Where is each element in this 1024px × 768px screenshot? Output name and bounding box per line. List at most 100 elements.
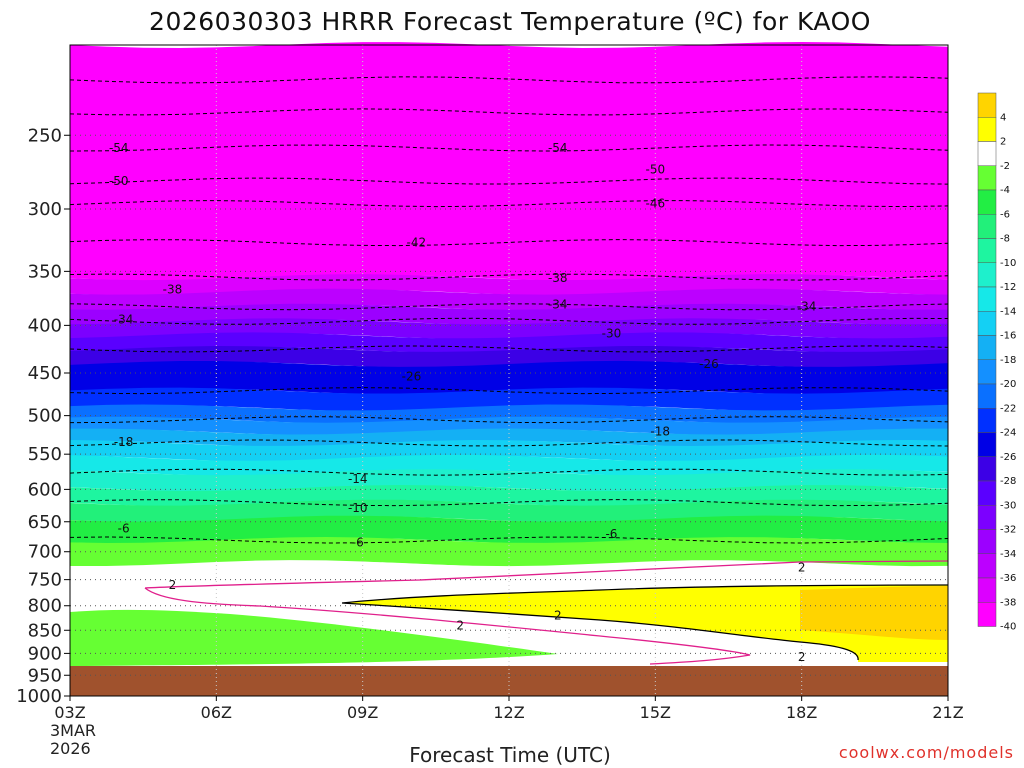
contour-label-group: -34 <box>114 312 134 326</box>
colorbar-swatch <box>977 214 997 239</box>
y-tick-label: 500 <box>28 406 62 427</box>
band--2 <box>70 560 948 589</box>
colorbar-swatch <box>977 480 997 506</box>
colorbar-tick-label: -38 <box>1000 597 1016 608</box>
y-tick-label: 750 <box>28 570 62 591</box>
contour-label: -34 <box>548 298 568 312</box>
contour-label: 2 <box>456 618 464 632</box>
isotherm-contours <box>69 76 949 665</box>
colorbar-tick-label: -26 <box>1000 452 1016 463</box>
contour-label-group: -14 <box>348 472 368 486</box>
contour-label-group: -10 <box>348 501 368 515</box>
colorbar-swatch <box>977 432 997 457</box>
contour-label: -34 <box>797 300 817 314</box>
y-tick-label: 450 <box>28 363 62 384</box>
y-tick-label: 600 <box>28 479 62 500</box>
contour-label: -10 <box>348 501 368 515</box>
y-tick-label: 400 <box>28 315 62 336</box>
contour-label: -50 <box>646 162 666 176</box>
contour-label-group: 2 <box>798 561 806 575</box>
contour-label-group: -54 <box>548 141 568 155</box>
contour-label: 2 <box>798 650 806 664</box>
contour-label: -54 <box>548 141 568 155</box>
isotherm-dashed-2 <box>69 144 949 152</box>
colorbar-tick-label: -30 <box>1000 500 1016 511</box>
colorbar-tick-label: -34 <box>1000 549 1016 560</box>
colorbar-tick-label: -2 <box>1000 161 1010 172</box>
colorbar-tick-label: -40 <box>1000 622 1016 633</box>
colorbar-swatch <box>977 335 997 360</box>
credit-text: coolwx.com/models <box>839 743 1014 762</box>
y-tick-label: 700 <box>28 542 62 563</box>
colorbar-swatch <box>977 383 997 409</box>
zero-line-upper <box>144 560 949 589</box>
band--12 <box>70 469 948 492</box>
contour-label-group: -30 <box>602 326 622 340</box>
contour-label: -14 <box>348 472 368 486</box>
contour-label: -30 <box>602 326 622 340</box>
isotherm-dashed-7 <box>69 303 949 311</box>
y-tick-label: 850 <box>28 620 62 641</box>
cold-layer-green <box>70 609 558 666</box>
contour-labels: -54 -54 -50 -50 -46 -42 -38 -38 -34 -34 -34 -30 -26 -… <box>109 141 817 664</box>
contour-label: -42 <box>407 236 427 250</box>
contour-label: 2 <box>554 609 562 623</box>
band--34 <box>70 303 948 326</box>
colorbar-tick-label: -6 <box>1000 209 1010 220</box>
colorbar-tick-label: -32 <box>1000 525 1016 536</box>
colorbar-swatch <box>977 456 997 482</box>
plot-frame <box>69 44 949 697</box>
colorbar-swatch <box>977 311 997 336</box>
x-tick-label: 12Z <box>493 703 524 722</box>
colorbar-tick-label: -24 <box>1000 428 1016 439</box>
contour-label-group: -50 <box>109 174 129 188</box>
contour-label-group: -38 <box>548 271 568 285</box>
isotherm-solid-2 <box>341 584 949 661</box>
contour-label: -38 <box>548 271 568 285</box>
contour-label-group: 2 <box>456 618 464 632</box>
y-tick-label: 1000 <box>16 686 62 707</box>
contour-label: 2 <box>798 561 806 575</box>
contour-label-group: -18 <box>650 424 670 438</box>
colorbar-swatch <box>977 286 997 312</box>
y-tick-label: 300 <box>28 199 62 220</box>
x-axis-label: Forecast Time (UTC) <box>409 743 611 767</box>
contour-label-group: 2 <box>554 609 562 623</box>
contour-label-group: -34 <box>548 298 568 312</box>
contour-label: -6 <box>118 522 130 536</box>
x-tick-label: 09Z <box>347 703 378 722</box>
contour-label: -46 <box>646 197 666 211</box>
isotherm-dashed-15 <box>69 536 949 544</box>
x-tick-label: 21Z <box>932 703 963 722</box>
contour-label: -50 <box>109 174 129 188</box>
colorbar-tick-label: 4 <box>1000 112 1006 123</box>
x-date-label: 3MAR <box>50 721 96 740</box>
colorbar-tick-label: -16 <box>1000 331 1016 342</box>
colorbar-swatch <box>977 505 997 530</box>
colorbar-tick-label: -8 <box>1000 234 1010 245</box>
contour-label: -26 <box>699 357 719 371</box>
isotherm-dashed-10 <box>69 387 949 395</box>
colorbar-swatch <box>977 165 997 191</box>
contour-label-group: -6 <box>118 522 130 536</box>
band--30 <box>70 332 948 353</box>
contour-label-group: -38 <box>163 282 183 296</box>
colorbar-tick-label: -20 <box>1000 379 1016 390</box>
contour-label-group: 2 <box>169 578 177 592</box>
y-axis-ticks: 2503003504004505005506006507007508008509… <box>16 125 70 707</box>
x-tick-label: 15Z <box>640 703 671 722</box>
colorbar: 4 2 -2 -4 -6 -8 -10 -12 -14 -16 -18 -20 -22 -24 -26 -28… <box>977 92 1016 633</box>
band--20 <box>70 416 948 436</box>
y-tick-label: 350 <box>28 261 62 282</box>
y-tick-label: 950 <box>28 665 62 686</box>
colorbar-tick-label: -14 <box>1000 306 1016 317</box>
colorbar-swatch <box>977 577 997 603</box>
contour-label: -34 <box>114 312 134 326</box>
colorbar-tick-label: -10 <box>1000 258 1016 269</box>
isotherm-dashed-1 <box>69 108 949 116</box>
x-tick-label: 06Z <box>201 703 232 722</box>
y-tick-label: 800 <box>28 596 62 617</box>
colorbar-tick-label: -18 <box>1000 355 1016 366</box>
band--4 <box>70 537 948 568</box>
